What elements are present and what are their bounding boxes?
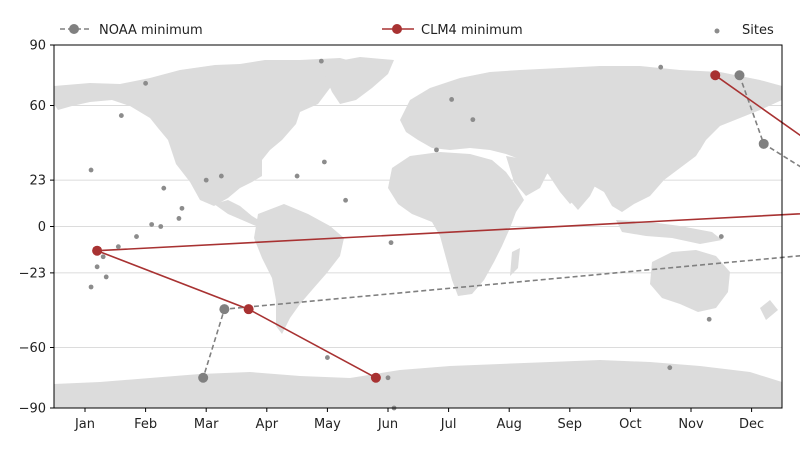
central-america-shape xyxy=(214,200,262,226)
noaa-line xyxy=(202,75,800,379)
site-point xyxy=(88,167,94,173)
madagascar-shape xyxy=(510,248,520,276)
site-point xyxy=(88,284,94,290)
legend-noaa-marker xyxy=(69,24,79,34)
x-tick-label: Mar xyxy=(194,417,219,432)
noaa-point xyxy=(734,70,745,81)
site-point xyxy=(718,234,724,239)
site-point xyxy=(176,216,182,221)
y-tick-label: 90 xyxy=(29,39,46,54)
new-zealand-shape xyxy=(760,300,778,320)
x-tick-label: Apr xyxy=(256,417,279,432)
x-tick-label: Oct xyxy=(619,417,641,432)
site-point xyxy=(100,254,106,260)
site-point xyxy=(115,244,121,250)
site-point xyxy=(434,147,439,153)
site-point xyxy=(134,234,139,239)
site-point xyxy=(318,58,324,64)
site-point xyxy=(161,185,167,191)
x-axis: Jan Feb Mar Apr May Jun Jul Aug Sep Oct Nov Dec xyxy=(74,408,764,432)
north-america-shape xyxy=(54,58,362,206)
noaa-point xyxy=(198,372,209,383)
plot-area xyxy=(53,44,800,411)
series-noaa xyxy=(198,70,800,383)
site-point xyxy=(658,64,664,70)
legend-item-clm4: CLM4 minimum xyxy=(382,23,523,38)
series-sites xyxy=(88,58,724,411)
y-tick-label: 23 xyxy=(29,174,46,189)
south-america-shape xyxy=(254,204,344,334)
legend-sites-marker xyxy=(714,28,720,34)
eurasia-shape xyxy=(400,66,782,212)
japan-shape xyxy=(690,122,708,150)
antarctica-shape xyxy=(54,360,782,408)
x-tick-label: Nov xyxy=(678,417,704,432)
india-shape xyxy=(556,168,598,210)
x-tick-label: Feb xyxy=(134,417,157,432)
site-point xyxy=(143,80,149,86)
site-point xyxy=(118,113,124,118)
x-tick-label: Jun xyxy=(377,417,398,432)
legend-item-noaa: NOAA minimum xyxy=(60,23,203,38)
y-tick-label: −90 xyxy=(19,402,46,417)
world-map xyxy=(54,57,782,408)
arabia-shape xyxy=(506,156,548,196)
site-point xyxy=(385,375,391,381)
y-tick-label: 60 xyxy=(29,99,46,114)
site-point xyxy=(158,224,164,229)
x-tick-label: Jul xyxy=(440,417,457,432)
site-point xyxy=(103,274,109,280)
series-clm4 xyxy=(92,70,800,383)
legend-clm4-label: CLM4 minimum xyxy=(421,23,523,38)
site-point xyxy=(94,264,100,270)
legend: NOAA minimum CLM4 minimum Sites xyxy=(60,23,774,38)
africa-shape xyxy=(388,152,524,296)
clm4-point xyxy=(370,372,381,383)
x-tick-label: May xyxy=(314,417,341,432)
x-tick-label: Jan xyxy=(74,417,95,432)
x-tick-label: Dec xyxy=(739,417,764,432)
clm4-line xyxy=(96,74,800,379)
site-point xyxy=(218,173,224,179)
x-tick-label: Sep xyxy=(558,417,583,432)
scandinavia-shape xyxy=(440,78,478,112)
site-point xyxy=(470,117,476,123)
australia-shape xyxy=(650,250,730,312)
se-asia-islands-shape xyxy=(616,220,722,244)
legend-item-sites: Sites xyxy=(714,23,774,38)
site-point xyxy=(149,222,155,227)
site-point xyxy=(449,97,455,102)
greenland-shape xyxy=(322,57,394,104)
site-point xyxy=(321,159,327,165)
clm4-point xyxy=(92,245,103,256)
site-point xyxy=(294,173,300,179)
clm4-point xyxy=(710,70,721,81)
site-point xyxy=(179,205,185,211)
legend-sites-label: Sites xyxy=(742,23,774,38)
clm4-point xyxy=(243,304,254,315)
legend-clm4-marker xyxy=(392,24,402,34)
site-point xyxy=(388,240,394,246)
legend-noaa-label: NOAA minimum xyxy=(99,23,203,38)
site-point xyxy=(343,197,348,203)
site-point xyxy=(706,316,712,322)
y-axis: 90 60 23 0 −23 −60 −90 xyxy=(19,39,54,417)
y-tick-label: 0 xyxy=(38,220,46,235)
y-tick-label: −60 xyxy=(19,341,46,356)
y-tick-label: −23 xyxy=(19,266,46,281)
noaa-point xyxy=(219,304,230,315)
site-point xyxy=(203,177,209,183)
site-point xyxy=(667,365,673,371)
site-point xyxy=(325,355,330,360)
x-tick-label: Aug xyxy=(497,417,522,432)
noaa-point xyxy=(758,138,769,149)
